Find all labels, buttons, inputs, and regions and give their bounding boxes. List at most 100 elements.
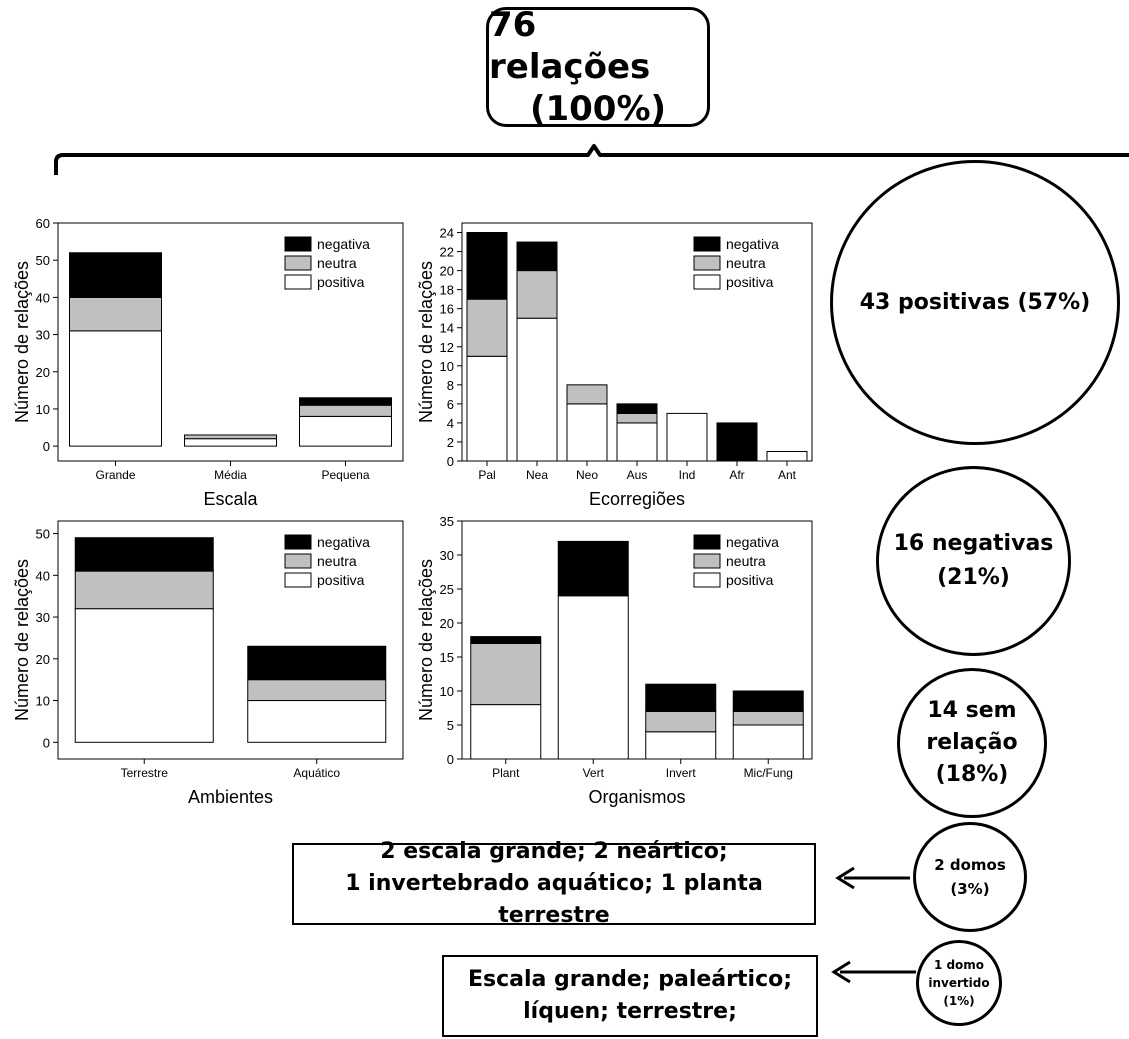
bar-negativa (516, 241, 558, 272)
y-tick-label: 30 (440, 548, 454, 563)
bar-positiva (557, 595, 629, 760)
bar-negativa (645, 683, 717, 712)
y-tick-label: 10 (440, 359, 454, 374)
y-tick-label: 0 (43, 735, 50, 750)
legend-swatch-negativa (693, 236, 721, 252)
bar-positiva (69, 330, 162, 447)
x-tick-label: Plant (492, 766, 520, 780)
bar-neutra (566, 384, 608, 405)
x-tick-label: Aquático (293, 766, 340, 780)
legend-swatch-positiva (693, 572, 721, 588)
bar-neutra (616, 412, 658, 424)
bar-negativa (732, 690, 804, 712)
y-tick-label: 20 (440, 264, 454, 279)
bar-neutra (516, 270, 558, 319)
domes-arrow-icon (835, 866, 910, 890)
bar-neutra (69, 296, 162, 332)
legend-label-neutra: neutra (317, 255, 357, 271)
bar-positiva (466, 355, 508, 462)
bar-positiva (566, 403, 608, 462)
x-tick-label: Terrestre (121, 766, 169, 780)
grouping-brace (54, 144, 1129, 175)
bar-negativa (557, 540, 629, 597)
domes-summary-line: 2 domos (934, 856, 1006, 874)
inverted-dome-summary-circle: 1 domo invertido (1%) (916, 940, 1002, 1026)
positive-summary-circle: 43 positivas (57%) (830, 160, 1120, 445)
x-tick-label: Mic/Fung (744, 766, 793, 780)
legend-label-neutra: neutra (317, 553, 357, 569)
y-tick-label: 22 (440, 245, 454, 260)
domes-detail-line-1: 2 escala grande; 2 neártico; (380, 839, 728, 864)
legend-label-neutra: neutra (726, 255, 766, 271)
legend-swatch-negativa (284, 534, 312, 550)
y-axis-label: Número de relações (12, 261, 32, 423)
bar-negativa (69, 252, 162, 298)
legend-label-positiva: positiva (726, 274, 774, 290)
x-tick-label: Grande (95, 468, 135, 482)
x-tick-label: Neo (576, 468, 598, 482)
legend-swatch-positiva (284, 572, 312, 588)
inverted-dome-detail-line-2: líquen; terrestre; (523, 999, 737, 1024)
y-tick-label: 6 (447, 397, 454, 412)
legend-swatch-neutra (693, 255, 721, 271)
negative-summary-line: 16 negativas (893, 531, 1054, 556)
y-tick-label: 50 (36, 253, 50, 268)
bar-positiva (299, 415, 392, 447)
inverted-dome-detail-box: Escala grande; paleártico; líquen; terre… (442, 955, 818, 1037)
y-tick-label: 5 (447, 718, 454, 733)
bar-positiva (470, 704, 542, 760)
bar-neutra (470, 642, 542, 706)
bar-negativa (247, 645, 387, 681)
bar-negativa (716, 422, 758, 462)
domes-detail-line-2: 1 invertebrado aquático; 1 planta terres… (345, 871, 763, 928)
x-tick-label: Nea (526, 468, 548, 482)
y-tick-label: 30 (36, 328, 50, 343)
y-tick-label: 25 (440, 582, 454, 597)
legend-label-positiva: positiva (317, 274, 365, 290)
x-tick-label: Invert (666, 766, 697, 780)
x-tick-label: Pequena (321, 468, 369, 482)
y-tick-label: 20 (36, 652, 50, 667)
y-tick-label: 40 (36, 290, 50, 305)
bar-negativa (466, 232, 508, 300)
chart-ambientes: 0 10 20 30 40 50 Terrestre Aquático Ambientes Núm… (12, 520, 404, 807)
x-tick-label: Ind (679, 468, 696, 482)
y-tick-label: 14 (440, 321, 454, 336)
x-tick-label: Aus (627, 468, 648, 482)
legend-swatch-negativa (693, 534, 721, 550)
legend-swatch-neutra (284, 553, 312, 569)
domes-summary-percent: (3%) (950, 880, 990, 898)
legend-swatch-positiva (284, 274, 312, 290)
y-tick-label: 10 (440, 684, 454, 699)
inverted-dome-line-2: invertido (928, 976, 990, 990)
bar-neutra (645, 710, 717, 733)
y-tick-label: 40 (36, 568, 50, 583)
y-tick-label: 30 (36, 610, 50, 625)
bar-positiva (516, 317, 558, 462)
bar-positiva (645, 731, 717, 760)
bar-neutra (184, 434, 277, 440)
inverted-dome-line-1: 1 domo (933, 958, 985, 972)
x-tick-label: Pal (478, 468, 495, 482)
bar-neutra (466, 298, 508, 357)
legend-label-negativa: negativa (317, 236, 370, 252)
y-tick-label: 15 (440, 650, 454, 665)
bar-neutra (732, 710, 804, 726)
bar-neutra (247, 679, 387, 702)
y-tick-label: 0 (447, 454, 454, 469)
domes-summary-circle: 2 domos (3%) (913, 822, 1027, 932)
y-axis-label: Número de relações (416, 261, 436, 423)
y-tick-label: 50 (36, 527, 50, 542)
x-axis-label: Ambientes (188, 787, 273, 807)
y-tick-label: 10 (36, 402, 50, 417)
bar-negativa (299, 397, 392, 406)
chart-organismos: 0 5 10 15 20 25 30 35 Plant Vert Invert Mic/Fung Org… (416, 514, 813, 807)
legend-swatch-neutra (693, 553, 721, 569)
positive-summary-line: 43 positivas (57%) (859, 290, 1091, 315)
y-tick-label: 20 (440, 616, 454, 631)
bar-positiva (732, 724, 804, 760)
bar-negativa (470, 636, 542, 644)
bar-negativa (616, 403, 658, 414)
y-tick-label: 35 (440, 514, 454, 529)
